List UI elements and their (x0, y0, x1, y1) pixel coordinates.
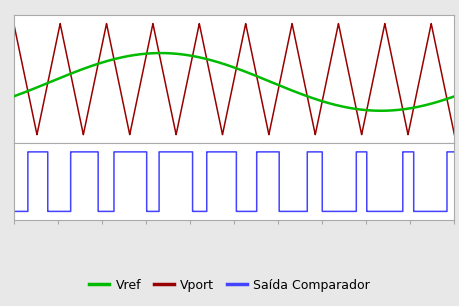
Legend: Vref, Vport, Saída Comparador: Vref, Vport, Saída Comparador (84, 274, 375, 297)
